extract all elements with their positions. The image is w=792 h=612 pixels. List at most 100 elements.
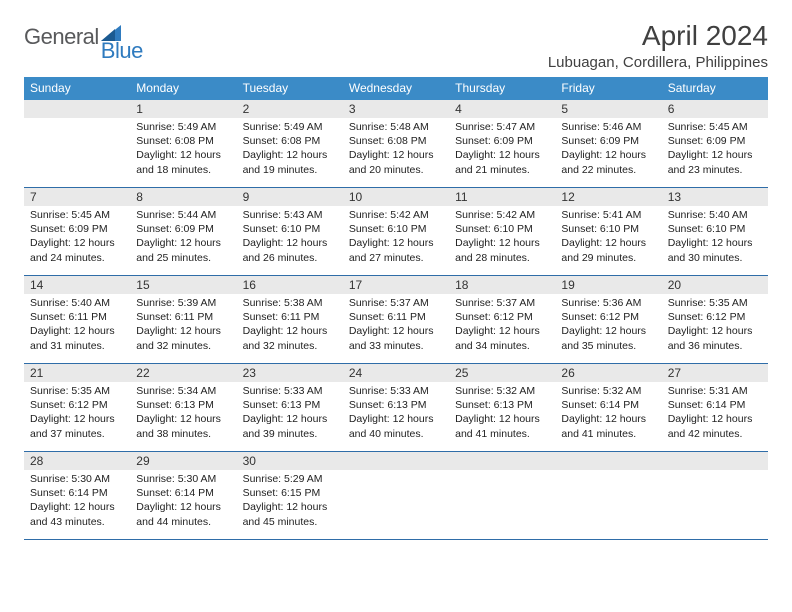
day-detail: Sunrise: 5:34 AMSunset: 6:13 PMDaylight:…: [130, 382, 236, 445]
calendar-day-cell: 16Sunrise: 5:38 AMSunset: 6:11 PMDayligh…: [237, 276, 343, 364]
sunrise-line: Sunrise: 5:32 AM: [455, 384, 549, 398]
logo-text-blue: Blue: [101, 38, 143, 64]
sunset-line: Sunset: 6:10 PM: [455, 222, 549, 236]
daylight-line: Daylight: 12 hours and 27 minutes.: [349, 236, 443, 264]
daylight-line: Daylight: 12 hours and 33 minutes.: [349, 324, 443, 352]
day-number: 4: [449, 100, 555, 118]
calendar-day-cell: 2Sunrise: 5:49 AMSunset: 6:08 PMDaylight…: [237, 100, 343, 188]
sunrise-line: Sunrise: 5:48 AM: [349, 120, 443, 134]
day-number: 30: [237, 452, 343, 470]
day-detail: Sunrise: 5:47 AMSunset: 6:09 PMDaylight:…: [449, 118, 555, 181]
day-number: 17: [343, 276, 449, 294]
daylight-line: Daylight: 12 hours and 35 minutes.: [561, 324, 655, 352]
daylight-line: Daylight: 12 hours and 40 minutes.: [349, 412, 443, 440]
day-number: 19: [555, 276, 661, 294]
daylight-line: Daylight: 12 hours and 31 minutes.: [30, 324, 124, 352]
sunrise-line: Sunrise: 5:37 AM: [455, 296, 549, 310]
daylight-line: Daylight: 12 hours and 19 minutes.: [243, 148, 337, 176]
sunset-line: Sunset: 6:09 PM: [30, 222, 124, 236]
daylight-line: Daylight: 12 hours and 39 minutes.: [243, 412, 337, 440]
sunrise-line: Sunrise: 5:34 AM: [136, 384, 230, 398]
calendar-week-row: 1Sunrise: 5:49 AMSunset: 6:08 PMDaylight…: [24, 100, 768, 188]
day-number: 9: [237, 188, 343, 206]
day-detail: Sunrise: 5:39 AMSunset: 6:11 PMDaylight:…: [130, 294, 236, 357]
day-detail: Sunrise: 5:30 AMSunset: 6:14 PMDaylight:…: [24, 470, 130, 533]
calendar-day-cell: 12Sunrise: 5:41 AMSunset: 6:10 PMDayligh…: [555, 188, 661, 276]
sunset-line: Sunset: 6:11 PM: [136, 310, 230, 324]
sunrise-line: Sunrise: 5:30 AM: [136, 472, 230, 486]
day-detail: Sunrise: 5:35 AMSunset: 6:12 PMDaylight:…: [662, 294, 768, 357]
sunset-line: Sunset: 6:14 PM: [136, 486, 230, 500]
calendar-day-cell: 25Sunrise: 5:32 AMSunset: 6:13 PMDayligh…: [449, 364, 555, 452]
day-number: 6: [662, 100, 768, 118]
weekday-header: Wednesday: [343, 77, 449, 100]
day-number: 3: [343, 100, 449, 118]
sunrise-line: Sunrise: 5:30 AM: [30, 472, 124, 486]
day-detail: Sunrise: 5:45 AMSunset: 6:09 PMDaylight:…: [24, 206, 130, 269]
day-number: 7: [24, 188, 130, 206]
sunset-line: Sunset: 6:11 PM: [243, 310, 337, 324]
day-number: 10: [343, 188, 449, 206]
daylight-line: Daylight: 12 hours and 23 minutes.: [668, 148, 762, 176]
day-number: 24: [343, 364, 449, 382]
sunrise-line: Sunrise: 5:45 AM: [30, 208, 124, 222]
calendar-day-cell: 24Sunrise: 5:33 AMSunset: 6:13 PMDayligh…: [343, 364, 449, 452]
calendar-day-cell: [662, 452, 768, 540]
weekday-header: Thursday: [449, 77, 555, 100]
day-number: 11: [449, 188, 555, 206]
day-number: 23: [237, 364, 343, 382]
calendar-day-cell: 17Sunrise: 5:37 AMSunset: 6:11 PMDayligh…: [343, 276, 449, 364]
day-number: 27: [662, 364, 768, 382]
calendar-day-cell: 15Sunrise: 5:39 AMSunset: 6:11 PMDayligh…: [130, 276, 236, 364]
sunset-line: Sunset: 6:12 PM: [30, 398, 124, 412]
calendar-day-cell: 11Sunrise: 5:42 AMSunset: 6:10 PMDayligh…: [449, 188, 555, 276]
sunrise-line: Sunrise: 5:36 AM: [561, 296, 655, 310]
daylight-line: Daylight: 12 hours and 42 minutes.: [668, 412, 762, 440]
day-detail: Sunrise: 5:46 AMSunset: 6:09 PMDaylight:…: [555, 118, 661, 181]
daylight-line: Daylight: 12 hours and 34 minutes.: [455, 324, 549, 352]
daylight-line: Daylight: 12 hours and 20 minutes.: [349, 148, 443, 176]
day-number: 1: [130, 100, 236, 118]
calendar-day-cell: 29Sunrise: 5:30 AMSunset: 6:14 PMDayligh…: [130, 452, 236, 540]
sunrise-line: Sunrise: 5:42 AM: [349, 208, 443, 222]
daylight-line: Daylight: 12 hours and 41 minutes.: [455, 412, 549, 440]
calendar-day-cell: [555, 452, 661, 540]
sunset-line: Sunset: 6:10 PM: [561, 222, 655, 236]
sunset-line: Sunset: 6:15 PM: [243, 486, 337, 500]
sunrise-line: Sunrise: 5:35 AM: [668, 296, 762, 310]
day-number: 25: [449, 364, 555, 382]
sunset-line: Sunset: 6:11 PM: [349, 310, 443, 324]
page-header: General Blue April 2024 Lubuagan, Cordil…: [24, 20, 768, 71]
calendar-day-cell: 9Sunrise: 5:43 AMSunset: 6:10 PMDaylight…: [237, 188, 343, 276]
calendar-day-cell: 7Sunrise: 5:45 AMSunset: 6:09 PMDaylight…: [24, 188, 130, 276]
day-number: 28: [24, 452, 130, 470]
sunset-line: Sunset: 6:14 PM: [668, 398, 762, 412]
day-detail: Sunrise: 5:32 AMSunset: 6:14 PMDaylight:…: [555, 382, 661, 445]
daylight-line: Daylight: 12 hours and 25 minutes.: [136, 236, 230, 264]
sunset-line: Sunset: 6:09 PM: [455, 134, 549, 148]
day-detail: Sunrise: 5:49 AMSunset: 6:08 PMDaylight:…: [237, 118, 343, 181]
day-detail: [343, 470, 449, 476]
sunrise-line: Sunrise: 5:40 AM: [668, 208, 762, 222]
sunrise-line: Sunrise: 5:47 AM: [455, 120, 549, 134]
day-detail: [555, 470, 661, 476]
day-number: [449, 452, 555, 470]
day-detail: [662, 470, 768, 476]
day-detail: Sunrise: 5:35 AMSunset: 6:12 PMDaylight:…: [24, 382, 130, 445]
sunrise-line: Sunrise: 5:29 AM: [243, 472, 337, 486]
day-detail: [449, 470, 555, 476]
daylight-line: Daylight: 12 hours and 37 minutes.: [30, 412, 124, 440]
day-number: [343, 452, 449, 470]
day-number: 18: [449, 276, 555, 294]
calendar-week-row: 28Sunrise: 5:30 AMSunset: 6:14 PMDayligh…: [24, 452, 768, 540]
daylight-line: Daylight: 12 hours and 30 minutes.: [668, 236, 762, 264]
day-number: 13: [662, 188, 768, 206]
sunset-line: Sunset: 6:14 PM: [30, 486, 124, 500]
sunrise-line: Sunrise: 5:33 AM: [243, 384, 337, 398]
logo: General Blue: [24, 24, 165, 50]
day-detail: Sunrise: 5:48 AMSunset: 6:08 PMDaylight:…: [343, 118, 449, 181]
calendar-week-row: 7Sunrise: 5:45 AMSunset: 6:09 PMDaylight…: [24, 188, 768, 276]
weekday-header: Saturday: [662, 77, 768, 100]
calendar-day-cell: [343, 452, 449, 540]
sunset-line: Sunset: 6:09 PM: [561, 134, 655, 148]
